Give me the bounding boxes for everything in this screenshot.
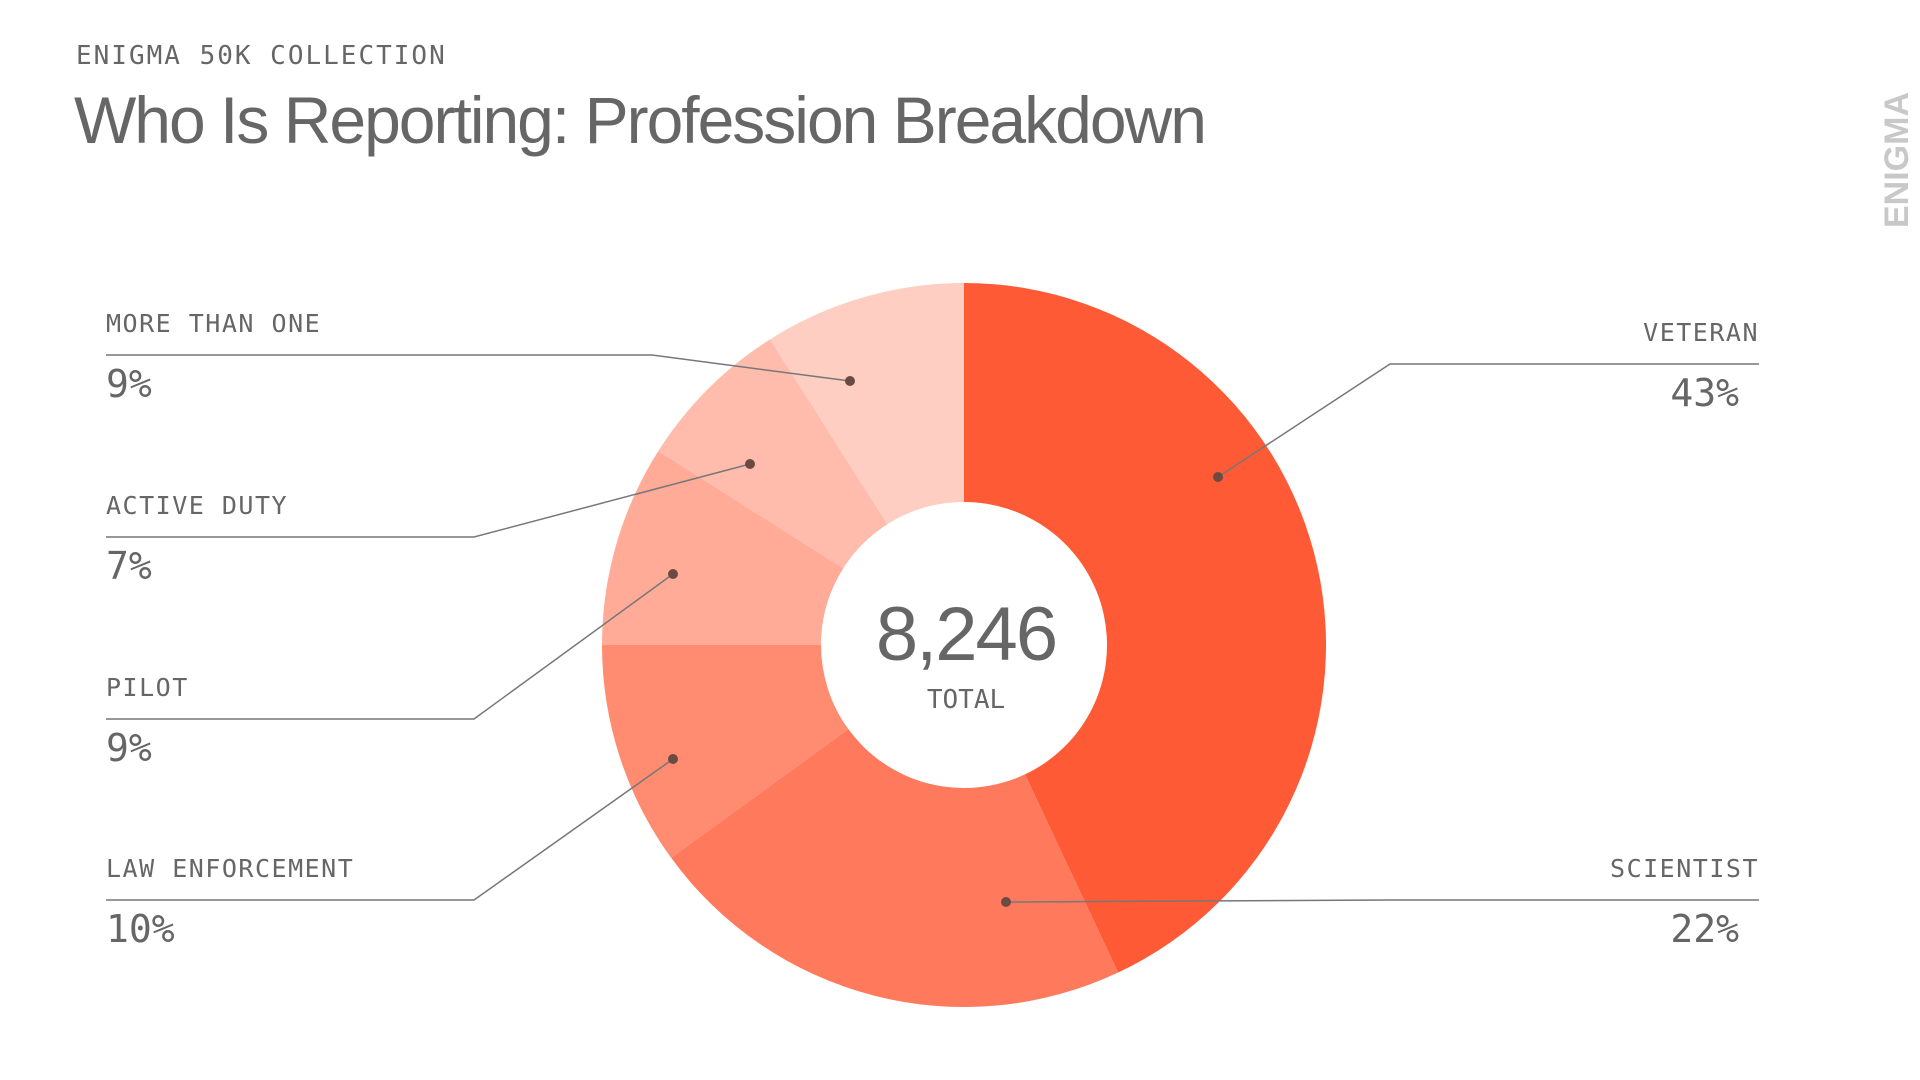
value-label: 9% [106, 362, 152, 406]
category-label: SCIENTIST [1610, 854, 1759, 883]
total-value: 8,246 [876, 592, 1056, 677]
total-label: TOTAL [927, 685, 1005, 715]
leader-dot [668, 754, 678, 764]
category-label: VETERAN [1643, 318, 1759, 347]
value-label: 7% [106, 544, 152, 588]
brand: ENIGMA [1878, 92, 1916, 228]
category-label: LAW ENFORCEMENT [106, 854, 354, 883]
leader-line [1217, 363, 1759, 478]
leader-dot [1001, 897, 1011, 907]
value-label: 43% [1670, 371, 1739, 415]
leader-dot [668, 569, 678, 579]
slice [671, 729, 1119, 1007]
leader-line [106, 354, 851, 382]
chart-title: Who Is Reporting: Profession Breakdown [74, 83, 1205, 157]
leader-dot [1213, 472, 1223, 482]
leader-dot [845, 376, 855, 386]
category-label: MORE THAN ONE [106, 309, 321, 338]
slice [602, 645, 849, 858]
slice [770, 283, 964, 525]
category-label: PILOT [106, 673, 189, 702]
leader-line [106, 758, 674, 901]
leader-line [1005, 899, 1759, 903]
leader-line [106, 463, 751, 538]
supertitle: ENIGMA 50K COLLECTION [76, 41, 447, 71]
slice [964, 283, 1326, 973]
value-label: 22% [1670, 907, 1739, 951]
slice [658, 339, 888, 569]
leader-line [106, 573, 674, 720]
value-label: 9% [106, 726, 152, 770]
leader-dot [745, 459, 755, 469]
slice [602, 451, 844, 645]
donut [602, 283, 1326, 1007]
category-label: ACTIVE DUTY [106, 491, 288, 520]
value-label: 10% [106, 907, 175, 951]
